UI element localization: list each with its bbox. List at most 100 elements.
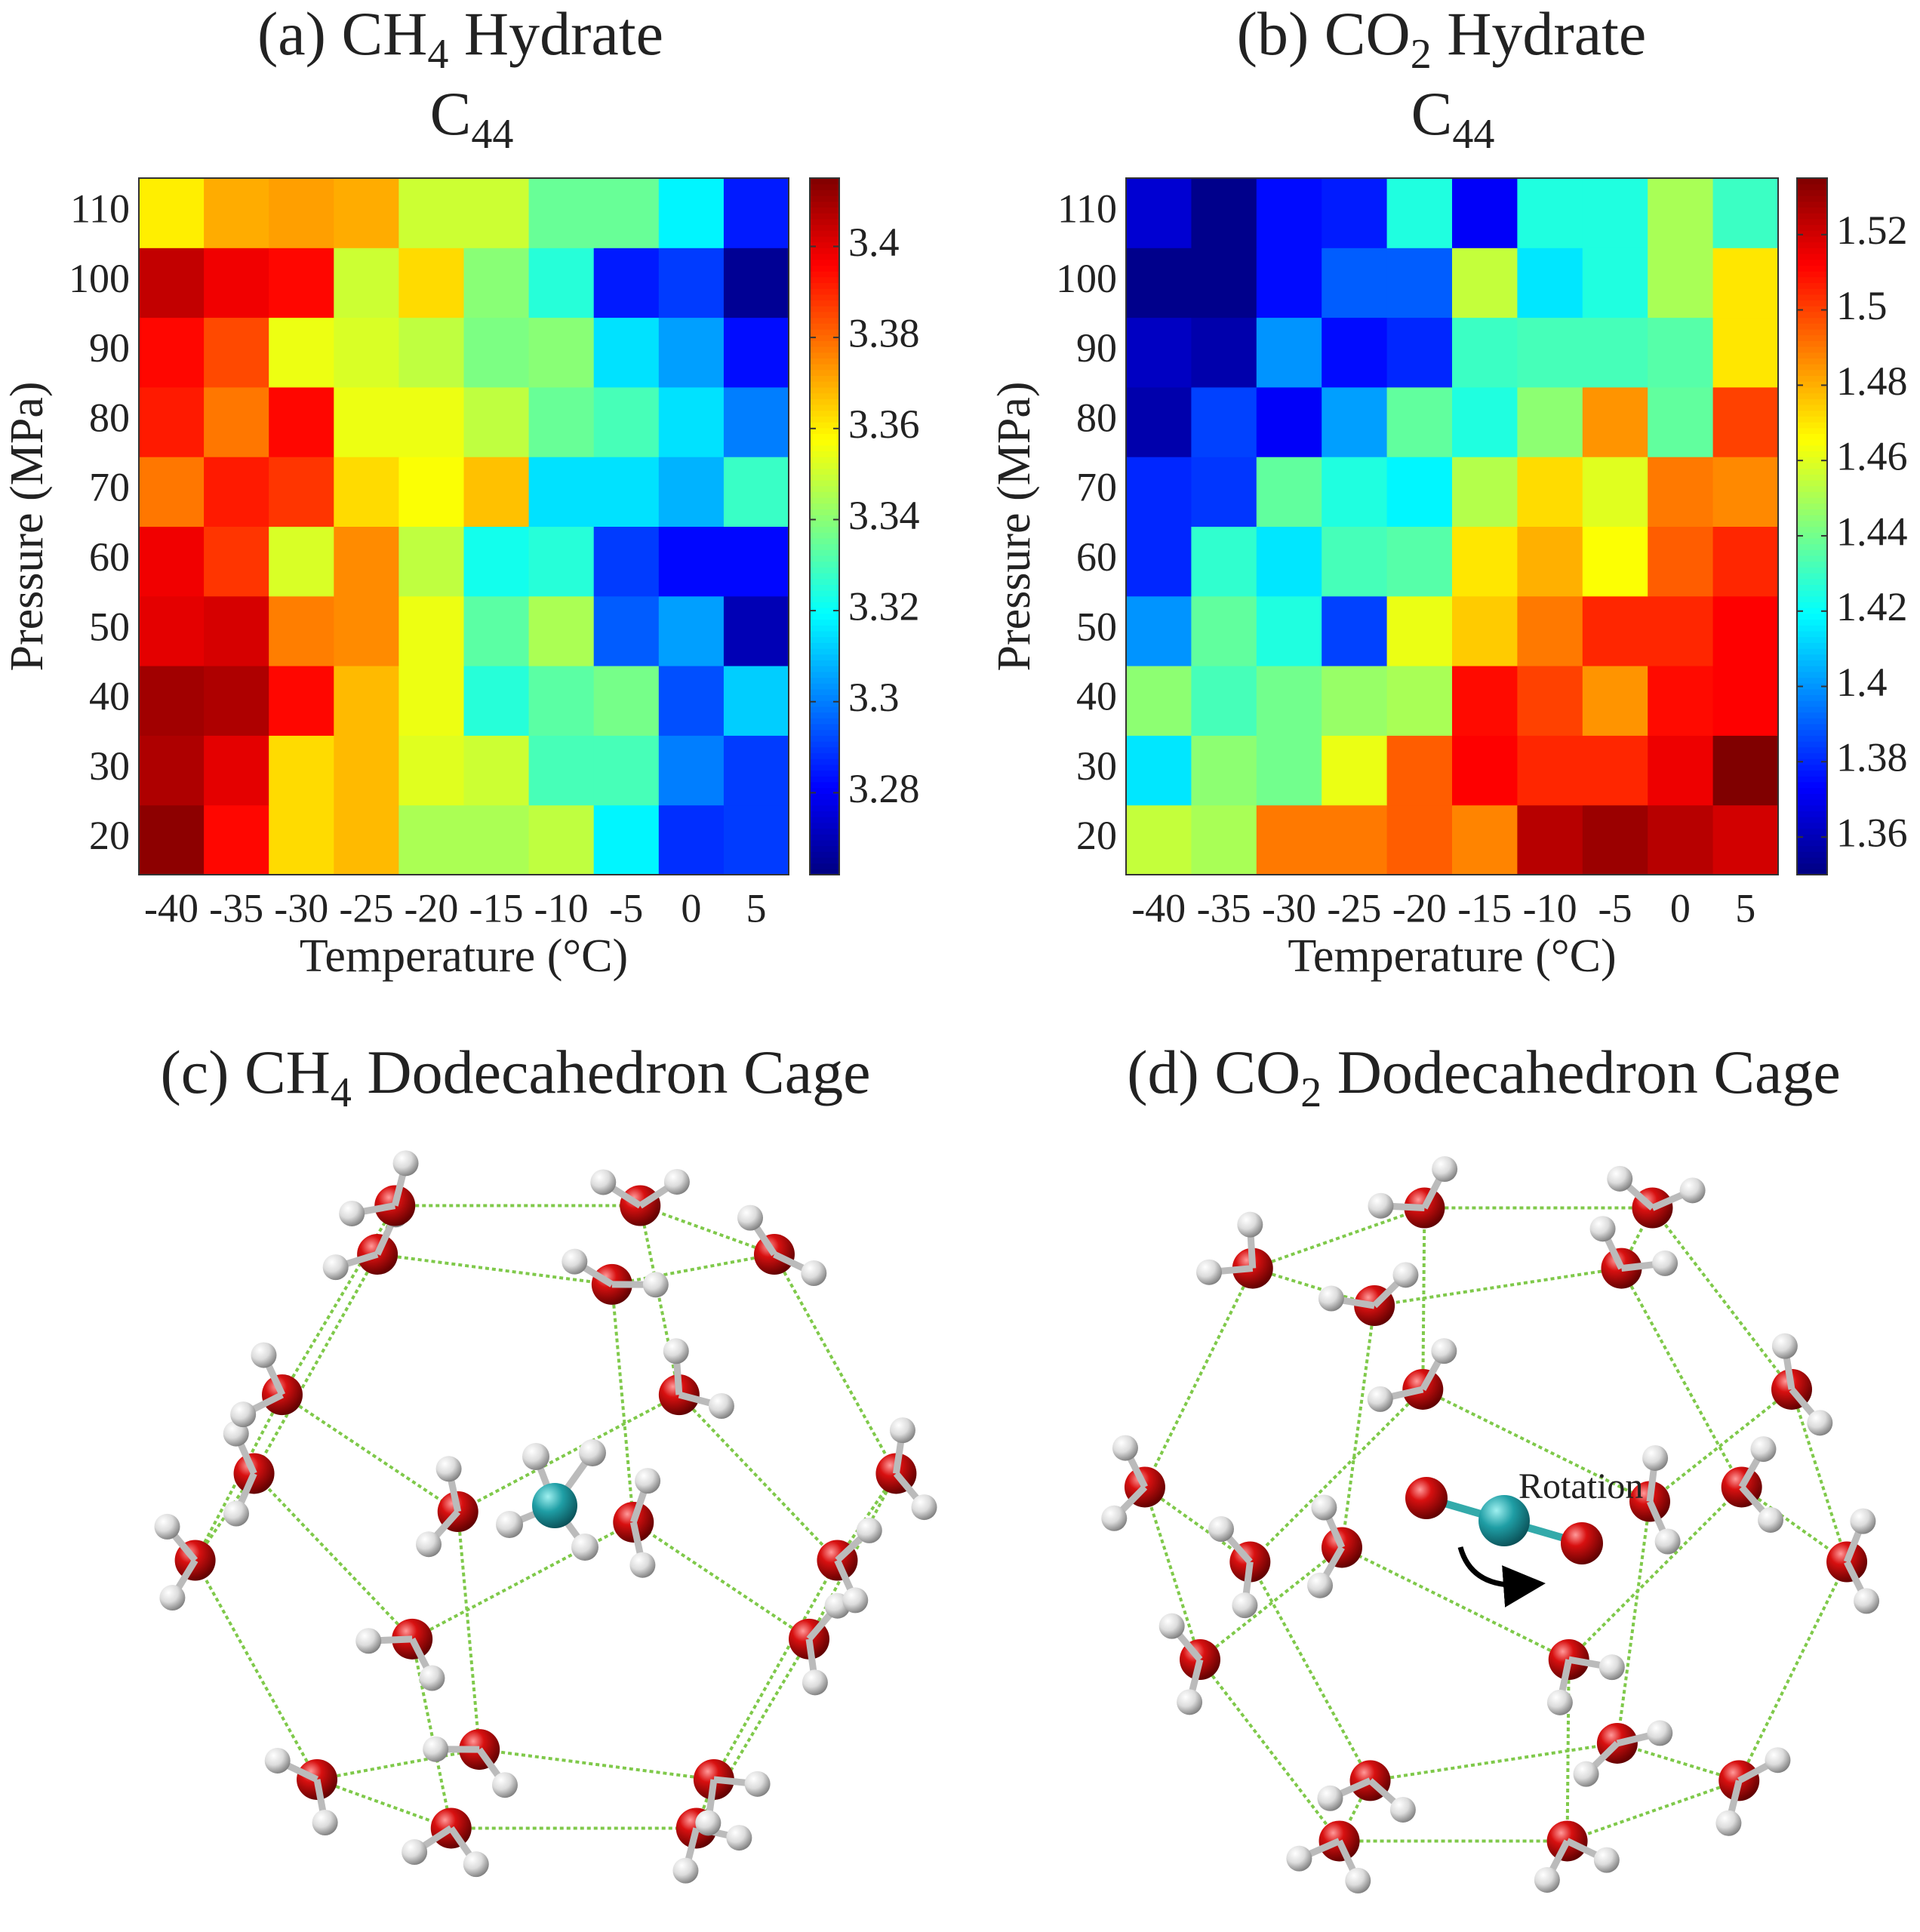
plot-frame [1125,177,1779,875]
colorbar-segment [1797,485,1827,492]
chart-title-tail: Hydrate [1432,0,1647,68]
hydrogen-atom [802,1669,828,1696]
heatmap-cell [1322,386,1388,457]
heatmap-cell [1582,666,1648,736]
heatmap-cell [1517,666,1583,736]
colorbar-segment [1797,259,1827,266]
heatmap-cell [463,386,530,457]
heatmap-cell [1712,666,1779,736]
colorbar-segment [810,781,839,789]
colorbar-segment [1797,265,1827,272]
colorbar-segment [1797,381,1827,388]
heatmap-cell [1256,804,1322,875]
hydrogen-atom [1642,1444,1669,1471]
hydrogen-atom [562,1248,588,1275]
heatmap-cell [658,317,725,388]
hydrogen-atom [463,1851,489,1878]
heatmap-cell [1712,178,1779,248]
hydrogen-bond [1566,1779,1740,1843]
heatmap-cell [139,386,205,457]
hydrogen-atom [1431,1338,1457,1364]
heatmap-cell [334,317,399,388]
chart-subtitle: C44 [430,79,514,158]
colorbar-segment [1797,839,1827,847]
colorbar-segment [810,474,839,481]
heatmap-cell [1386,386,1453,457]
chart-title-sub: 2 [1411,31,1432,78]
colorbar-segment [1797,183,1827,190]
colorbar-segment [1797,636,1827,643]
colorbar-segment [810,439,839,446]
colorbar-segment [810,230,839,237]
heatmap-cell [1191,666,1257,736]
heatmap-cell [139,595,205,666]
colorbar-segment [1797,474,1827,481]
chart-subtitle-sub: 44 [1452,111,1494,158]
colorbar-segment [1797,282,1827,289]
heatmap-cell [398,317,464,388]
colorbar-segment [810,457,839,463]
hydrogen-bond [1252,1206,1426,1270]
colorbar-tick-label: 3.34 [848,493,920,538]
hydrogen-atom [496,1511,523,1538]
heatmap-cell [1517,526,1583,597]
colorbar-segment [1797,404,1827,411]
heatmap-cell [593,457,660,527]
colorbar-segment [1797,857,1827,864]
heatmap-cell [1386,595,1453,666]
colorbar-segment [1797,595,1827,603]
colorbar-segment [810,811,839,817]
colorbar-tick-label: 1.5 [1836,283,1888,328]
colorbar-segment [810,253,839,260]
heatmap-cell [1452,317,1518,388]
hydrogen-atom [1652,1250,1678,1276]
x-tick-label: -10 [534,885,589,931]
hydrogen-atom [663,1168,690,1195]
heatmap-cell [1452,526,1518,597]
colorbar-segment [810,700,839,707]
colorbar-segment [810,178,839,185]
heatmap-cell [269,804,334,875]
heatmap-cell [658,595,725,666]
heatmap-cell [1517,248,1583,318]
heatmap-cell [1517,317,1583,388]
colorbar-segment [810,445,839,452]
colorbar-segment [810,433,839,440]
colorbar-segment [810,416,839,423]
colorbar-segment [810,375,839,382]
heatmap-cell [204,248,269,318]
colorbar-tick-label: 1.4 [1836,660,1888,705]
colorbar-segment [810,520,839,528]
colorbar-segment [1797,817,1827,823]
colorbar-segment [810,573,839,580]
colorbar-segment [1797,729,1827,736]
x-tick-label: -5 [609,885,643,931]
diagram-title-text: (d) CO [1127,1038,1300,1106]
colorbar-segment [810,666,839,672]
plot-frame [138,177,789,875]
colorbar-segment [810,183,839,190]
colorbar-segment [1797,491,1827,498]
heatmap-cell [334,248,399,318]
hydrogen-atom [1208,1516,1235,1543]
colorbar-segment [810,561,839,568]
heatmap-cell [723,248,789,318]
colorbar-segment [1797,346,1827,353]
heatmap-cell [334,595,399,666]
hydrogen-atom [402,1839,428,1866]
heatmap-cell [334,526,399,597]
colorbar-segment [1797,520,1827,528]
heatmap-cell [463,666,530,736]
heatmap-cell [398,735,464,806]
heatmap-cell [1126,178,1192,248]
hydrogen-bond [478,1748,715,1781]
heatmap-cell [139,526,205,597]
heatmap-cell [658,386,725,457]
chart-subtitle-text: C [1411,79,1453,148]
colorbar-segment [810,218,839,226]
hydrogen-bond [377,1253,613,1286]
hydrogen-atom [842,1587,869,1614]
x-tick-label: -25 [339,885,393,931]
hydrogen-bond [1565,1660,1571,1841]
hydrogen-atom [1432,1156,1458,1183]
